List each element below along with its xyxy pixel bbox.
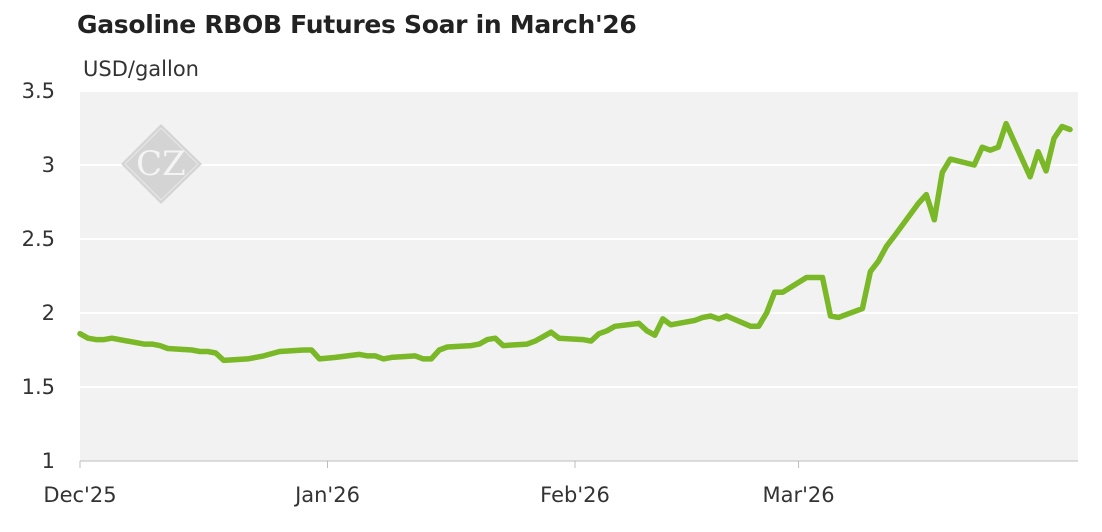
series-group	[77, 120, 1073, 364]
y-axis-label: USD/gallon	[83, 57, 199, 81]
watermark-logo: CZ	[121, 124, 202, 204]
grid-lines	[80, 90, 1078, 462]
y-tick-label: 3.5	[22, 79, 55, 103]
y-tick-label: 2.5	[22, 227, 55, 251]
x-tick-label: Feb'26	[540, 483, 610, 507]
y-axis-ticks: 1 1.5 2 2.5 3 3.5	[22, 79, 55, 473]
y-tick-label: 1	[42, 449, 55, 473]
watermark-text: CZ	[136, 144, 186, 184]
y-tick-label: 2	[42, 301, 55, 325]
x-axis-ticks: Dec'25 Jan'26 Feb'26 Mar'26	[43, 461, 835, 507]
chart-title: Gasoline RBOB Futures Soar in March'26	[77, 10, 637, 39]
series-line	[77, 120, 1073, 364]
y-tick-label: 1.5	[22, 375, 55, 399]
x-tick-label: Jan'26	[293, 483, 360, 507]
x-tick-label: Dec'25	[43, 483, 116, 507]
plot-area	[80, 91, 1078, 461]
x-tick-label: Mar'26	[762, 483, 834, 507]
y-tick-label: 3	[42, 153, 55, 177]
